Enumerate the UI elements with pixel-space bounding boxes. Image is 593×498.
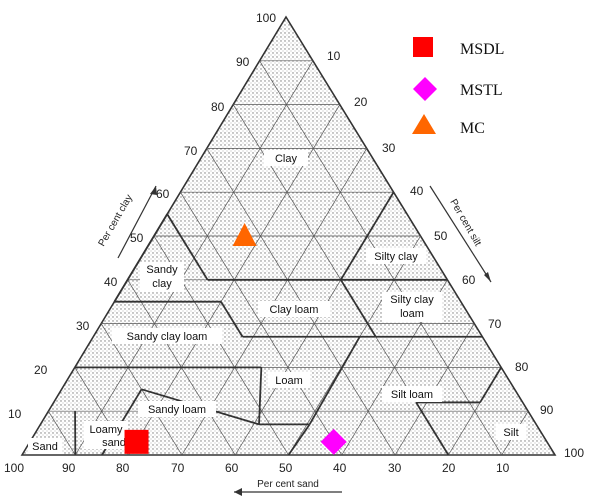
clay-tick-20: 20: [34, 363, 48, 377]
clay-tick-100: 100: [256, 11, 276, 25]
sand-tick-50: 50: [279, 461, 293, 475]
zone-sandy-clay-line-2: clay: [152, 278, 172, 290]
class-boundary-line: [308, 336, 361, 425]
zone-label-bg: [84, 421, 128, 449]
clay-tick-50: 50: [130, 231, 144, 245]
silt-tick-20: 20: [354, 95, 368, 109]
zone-label-bg: [138, 401, 216, 417]
silt-tick-30: 30: [382, 141, 396, 155]
zone-sand: Sand: [32, 441, 58, 453]
zone-label-bg: [496, 424, 526, 440]
sand-arrow-head-icon: [234, 488, 242, 496]
legend-msdl-label: MSDL: [460, 41, 504, 58]
zone-loam: Loam: [275, 375, 303, 387]
sample-marker-msdl: [124, 429, 149, 454]
sand-tick-40: 40: [333, 461, 347, 475]
sand-tick-10: 10: [496, 461, 510, 475]
silt-tick-10: 10: [327, 49, 341, 63]
legend-mc-label: MC: [460, 120, 485, 137]
sand-tick-70: 70: [171, 461, 185, 475]
zone-label-bg: [382, 292, 442, 322]
sand-tick-90: 90: [62, 461, 76, 475]
sand-tick-80: 80: [116, 461, 130, 475]
silt-tick-40: 40: [410, 184, 424, 198]
class-boundary-line: [287, 423, 311, 456]
zone-sandy-clay-loam: Sandy clay loam: [127, 331, 208, 343]
clay-tick-60: 60: [156, 187, 170, 201]
legend-mstl-label: MSTL: [460, 82, 503, 99]
class-boundary-line: [166, 213, 209, 281]
clay-tick-80: 80: [211, 100, 225, 114]
silt-tick-90: 90: [540, 403, 554, 417]
sample-marker-mstl: [320, 428, 347, 455]
class-boundary-line: [415, 401, 450, 456]
legend-msdl-square-icon: [413, 37, 433, 57]
zone-loamy-sand-line-1: Loamy: [89, 424, 123, 436]
zone-silt: Silt: [503, 427, 518, 439]
legend-mstl-diamond-icon: [413, 77, 437, 101]
class-boundary-line: [220, 301, 244, 338]
clay-tick-labels: 10 20 30 40 50 60 70 80 90 100: [8, 11, 276, 421]
zone-sandy-loam: Sandy loam: [148, 404, 206, 416]
zone-silty-clay: Silty clay: [374, 251, 418, 263]
sand-tick-60: 60: [225, 461, 239, 475]
zone-clay: Clay: [275, 153, 298, 165]
zone-label-bg: [264, 150, 308, 166]
zone-label-bg: [268, 372, 310, 388]
clay-axis-arrow: [117, 185, 157, 259]
sand-tick-labels: 100 90 80 70 60 50 40 30 20 10: [4, 461, 510, 475]
zone-silty-clay-loam-line-1: Silty clay: [390, 294, 434, 306]
silt-tick-50: 50: [434, 229, 448, 243]
sand-tick-30: 30: [388, 461, 402, 475]
silt-tick-60: 60: [462, 273, 476, 287]
zone-label-bg: [258, 301, 330, 317]
zone-label-bg: [112, 328, 222, 344]
clay-tick-40: 40: [104, 275, 118, 289]
silt-tick-100: 100: [564, 446, 584, 460]
zone-sandy-clay-line-1: Sandy: [146, 264, 178, 276]
zone-label-bg: [28, 438, 62, 454]
silt-tick-70: 70: [488, 317, 502, 331]
sand-axis-label: Per cent sand: [257, 479, 319, 490]
zone-loamy-sand-line-2: sand: [102, 437, 126, 449]
zone-silty-clay-loam-line-2: loam: [400, 308, 424, 320]
zone-label-bg: [382, 386, 442, 402]
sample-markers: [124, 223, 347, 455]
class-boundary-line: [258, 367, 263, 425]
silt-axis-arrow: [429, 185, 492, 283]
sand-tick-20: 20: [442, 461, 456, 475]
grid-line-sand: [48, 411, 76, 456]
silt-arrow-head-icon: [484, 272, 491, 282]
sample-marker-mc: [232, 223, 257, 246]
clay-tick-30: 30: [76, 319, 90, 333]
zone-silt-loam: Silt loam: [391, 389, 433, 401]
clay-tick-70: 70: [184, 144, 198, 158]
class-boundary-line: [340, 191, 395, 281]
class-boundary-line: [113, 213, 168, 303]
legend-mc-triangle-icon: [412, 114, 436, 134]
zone-label-bg: [366, 248, 426, 264]
silt-tick-labels: 10 20 30 40 50 60 70 80 90 100: [327, 49, 584, 460]
silt-tick-80: 80: [515, 360, 529, 374]
class-boundary-line: [479, 366, 502, 403]
zone-label-bg: [140, 262, 184, 292]
clay-tick-90: 90: [236, 55, 250, 69]
class-boundary-line: [340, 279, 377, 338]
clay-arrow-head-icon: [150, 186, 157, 195]
clay-tick-10: 10: [8, 407, 22, 421]
zone-labels: Clay Silty clay Sandy clay Silty clay lo…: [28, 150, 526, 454]
legend: MSDL MSTL MC: [412, 37, 504, 137]
zone-clay-loam: Clay loam: [270, 304, 319, 316]
sand-tick-100: 100: [4, 461, 24, 475]
